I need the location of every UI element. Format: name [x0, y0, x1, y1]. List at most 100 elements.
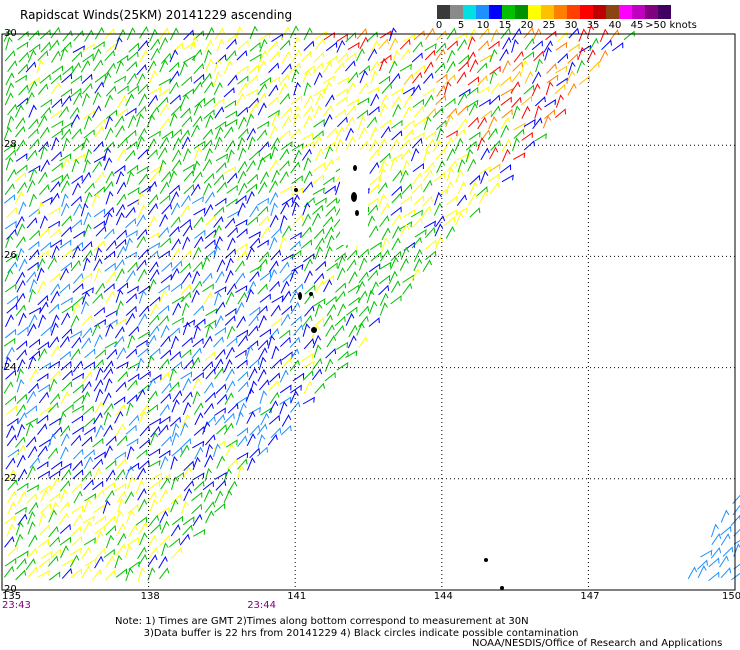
wind-barb: [126, 394, 138, 405]
wind-barb: [69, 554, 80, 568]
wind-barb: [83, 211, 92, 226]
wind-barb: [50, 344, 61, 358]
wind-barb: [16, 247, 25, 262]
wind-barb: [411, 236, 422, 249]
wind-barb: [39, 215, 48, 229]
wind-barb: [225, 198, 238, 207]
wind-barb: [205, 215, 217, 226]
wind-barb: [115, 568, 128, 578]
wind-barb: [268, 414, 280, 425]
wind-barb: [62, 369, 73, 381]
wind-barb: [281, 290, 292, 303]
wind-barb: [381, 82, 393, 94]
wind-barb: [234, 260, 245, 273]
wind-barb: [73, 490, 83, 504]
wind-barb: [137, 347, 149, 358]
wind-barb: [51, 120, 64, 128]
wind-barb: [5, 149, 17, 161]
wind-barb: [304, 270, 313, 284]
island-mark: [355, 210, 359, 216]
wind-barb: [40, 145, 48, 160]
wind-barb: [180, 291, 192, 303]
wind-barb: [80, 300, 90, 315]
wind-barb: [150, 164, 163, 174]
wind-barb: [292, 49, 302, 62]
wind-barb: [325, 94, 335, 107]
wind-barb: [159, 103, 169, 116]
wind-barb: [94, 318, 106, 328]
wind-barb: [411, 268, 421, 282]
wind-barb: [50, 322, 59, 336]
wind-barb: [16, 403, 26, 417]
wind-barb: [586, 24, 595, 39]
wind-barb: [326, 262, 338, 272]
wind-barb: [204, 351, 216, 362]
wind-barb: [83, 479, 94, 491]
wind-barb: [238, 82, 248, 95]
wind-barb: [61, 73, 73, 84]
wind-barb: [115, 268, 125, 282]
wind-barb: [268, 380, 280, 392]
wind-barb: [323, 176, 335, 186]
wind-barb: [60, 433, 70, 447]
wind-barb: [465, 140, 477, 151]
wind-barb: [281, 63, 292, 75]
wind-barb: [47, 256, 57, 270]
wind-barb: [117, 370, 129, 382]
wind-barb: [105, 170, 115, 184]
wind-barbs: [3, 24, 740, 582]
wind-barb: [532, 117, 543, 130]
wind-barb: [149, 347, 161, 358]
wind-barb: [257, 181, 268, 195]
wind-barb: [215, 348, 226, 360]
wind-barb: [137, 546, 147, 560]
wind-barb: [392, 225, 402, 239]
wind-barb: [235, 242, 248, 252]
wind-barb: [424, 94, 434, 107]
wind-barb: [148, 278, 157, 293]
wind-barb: [59, 536, 72, 546]
wind-barb: [146, 378, 156, 391]
wind-barb: [248, 102, 259, 116]
wind-barb: [126, 438, 139, 447]
wind-barb: [172, 137, 182, 151]
wind-barb: [700, 549, 713, 558]
wind-barb: [279, 171, 289, 184]
wind-barb: [487, 127, 498, 140]
wind-barb: [214, 136, 223, 150]
wind-barb: [59, 501, 70, 514]
wind-barb: [60, 360, 72, 371]
wind-barb: [40, 502, 52, 514]
wind-barb: [366, 116, 377, 129]
wind-barb: [259, 293, 271, 303]
wind-barb: [136, 64, 147, 76]
wind-barb: [82, 327, 93, 339]
wind-barb: [3, 126, 12, 141]
wind-barb: [71, 62, 81, 75]
wind-barb: [16, 482, 29, 491]
wind-barb: [289, 290, 299, 303]
wind-barb: [124, 544, 133, 559]
wind-barb: [377, 138, 387, 152]
legend-label: 0: [435, 20, 443, 31]
wind-barb: [368, 263, 381, 273]
wind-barb: [115, 289, 124, 303]
wind-barb: [48, 303, 60, 314]
wind-barb: [446, 27, 457, 40]
wind-barb: [72, 302, 81, 316]
wind-barb: [18, 312, 27, 326]
wind-barb: [29, 168, 38, 182]
wind-barb: [159, 289, 168, 304]
wind-barb: [127, 85, 139, 95]
wind-barb: [105, 190, 114, 205]
wind-barb: [82, 405, 94, 416]
wind-barb: [501, 108, 513, 119]
wind-barb: [137, 204, 147, 218]
wind-barb: [390, 156, 398, 171]
wind-barb: [4, 557, 17, 567]
wind-barb: [16, 550, 29, 559]
wind-barb: [357, 290, 368, 303]
wind-barb: [91, 193, 100, 207]
wind-barb: [115, 238, 127, 249]
wind-barb: [84, 115, 93, 130]
